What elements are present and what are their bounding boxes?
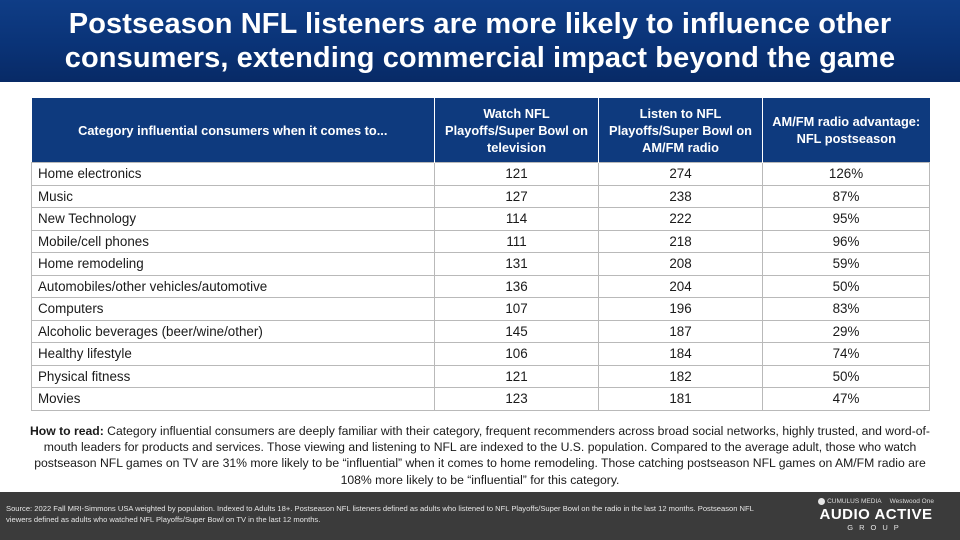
cell-category: Home remodeling (31, 252, 435, 276)
cell-listen-radio: 238 (598, 184, 763, 208)
cell-watch-tv: 111 (434, 229, 599, 253)
table-body: Home electronics 121 274 126% Music 127 238 87%… (31, 162, 930, 411)
how-to-read-text: Category influential consumers are deepl… (34, 424, 930, 487)
cell-radio-advantage: 47% (762, 387, 930, 411)
cell-listen-radio: 218 (598, 229, 763, 253)
cumulus-logo: CUMULUS MEDIA (818, 498, 882, 505)
cell-category: Mobile/cell phones (31, 229, 435, 253)
cell-listen-radio: 182 (598, 364, 763, 388)
cell-watch-tv: 121 (434, 162, 599, 186)
cell-radio-advantage: 87% (762, 184, 930, 208)
cell-radio-advantage: 95% (762, 207, 930, 231)
cell-listen-radio: 196 (598, 297, 763, 321)
data-table: Category influential consumers when it c… (31, 98, 930, 411)
title-line-1: Postseason NFL listeners are more likely… (68, 8, 892, 40)
cell-watch-tv: 107 (434, 297, 599, 321)
data-table-container: Category influential consumers when it c… (31, 98, 930, 411)
header-radio-advantage: AM/FM radio advantage: NFL postseason (762, 98, 930, 163)
cell-watch-tv: 123 (434, 387, 599, 411)
cell-category: Automobiles/other vehicles/automotive (31, 274, 435, 298)
cell-radio-advantage: 96% (762, 229, 930, 253)
table-row: Home electronics 121 274 126% (31, 162, 930, 186)
how-to-read-label: How to read: (29, 424, 104, 438)
table-row: Computers 107 196 83% (31, 297, 930, 321)
table-row: Physical fitness 121 182 50% (31, 364, 930, 388)
cell-listen-radio: 181 (598, 387, 763, 411)
cell-listen-radio: 208 (598, 252, 763, 276)
footer: Source: 2022 Fall MRI-Simmons USA weight… (0, 492, 960, 540)
table-header-row: Category influential consumers when it c… (31, 98, 930, 163)
cell-category: Healthy lifestyle (31, 342, 435, 366)
cell-radio-advantage: 74% (762, 342, 930, 366)
cell-watch-tv: 136 (434, 274, 599, 298)
cell-listen-radio: 222 (598, 207, 763, 231)
cell-listen-radio: 274 (598, 162, 763, 186)
cell-listen-radio: 184 (598, 342, 763, 366)
header-category: Category influential consumers when it c… (31, 98, 435, 163)
table-row: Automobiles/other vehicles/automotive 136… (31, 274, 930, 298)
cell-radio-advantage: 59% (762, 252, 930, 276)
brand-main: AUDIO ACTIVE (819, 506, 933, 524)
table-row: Alcoholic beverages (beer/wine/other) 145… (31, 319, 930, 343)
cell-category: Home electronics (31, 162, 435, 186)
cell-category: New Technology (31, 207, 435, 231)
cell-category: Alcoholic beverages (beer/wine/other) (31, 319, 435, 343)
page-title: Postseason NFL listeners are more likely… (57, 7, 904, 75)
cell-watch-tv: 145 (434, 319, 599, 343)
cell-watch-tv: 127 (434, 184, 599, 208)
brand-logo: CUMULUS MEDIA Westwood One AUDIO ACTIVE … (806, 498, 946, 536)
cell-radio-advantage: 83% (762, 297, 930, 321)
cell-radio-advantage: 50% (762, 364, 930, 388)
title-bar: Postseason NFL listeners are more likely… (0, 0, 960, 82)
brand-sub: GROUP (847, 523, 905, 533)
table-row: Home remodeling 131 208 59% (31, 252, 930, 276)
cell-watch-tv: 131 (434, 252, 599, 276)
cell-watch-tv: 106 (434, 342, 599, 366)
cell-watch-tv: 121 (434, 364, 599, 388)
header-watch-tv: Watch NFL Playoffs/Super Bowl on televis… (434, 98, 599, 163)
brand-top: CUMULUS MEDIA Westwood One (806, 498, 946, 505)
table-row: Movies 123 181 47% (31, 387, 930, 411)
how-to-read: How to read: Category influential consum… (20, 423, 940, 488)
title-line-2: consumers, extending commercial impact b… (64, 42, 896, 74)
cell-radio-advantage: 126% (762, 162, 930, 186)
cell-category: Movies (31, 387, 435, 411)
cumulus-mark-icon (818, 498, 826, 505)
cell-category: Physical fitness (31, 364, 435, 388)
cell-category: Music (31, 184, 435, 208)
cell-listen-radio: 204 (598, 274, 763, 298)
westwood-one-logo: Westwood One (889, 498, 934, 506)
cell-radio-advantage: 50% (762, 274, 930, 298)
cell-listen-radio: 187 (598, 319, 763, 343)
table-row: Music 127 238 87% (31, 184, 930, 208)
table-row: Mobile/cell phones 111 218 96% (31, 229, 930, 253)
table-row: Healthy lifestyle 106 184 74% (31, 342, 930, 366)
cell-category: Computers (31, 297, 435, 321)
header-listen-radio: Listen to NFL Playoffs/Super Bowl on AM/… (598, 98, 763, 163)
cumulus-text: CUMULUS MEDIA (827, 498, 882, 506)
table-row: New Technology 114 222 95% (31, 207, 930, 231)
source-note: Source: 2022 Fall MRI-Simmons USA weight… (6, 504, 754, 524)
cell-watch-tv: 114 (434, 207, 599, 231)
cell-radio-advantage: 29% (762, 319, 930, 343)
